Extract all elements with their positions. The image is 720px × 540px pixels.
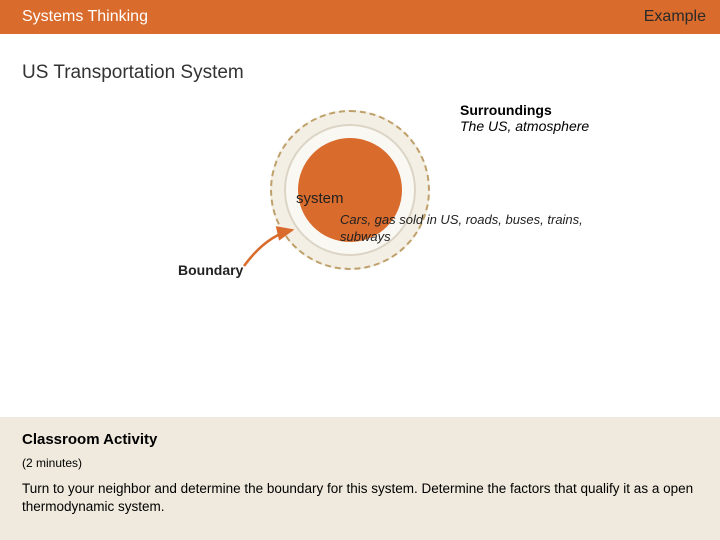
boundary-label: Boundary [178, 262, 243, 278]
slide-subtitle: US Transportation System [0, 34, 720, 84]
classroom-activity-block: Classroom Activity (2 minutes) Turn to y… [0, 417, 720, 540]
activity-title: Classroom Activity [22, 431, 698, 448]
slide-header: Systems Thinking Example [0, 0, 720, 34]
surroundings-title: Surroundings [460, 102, 589, 118]
system-diagram: Surroundings The US, atmosphere system C… [0, 84, 720, 354]
header-left: Systems Thinking [22, 8, 148, 26]
system-label: system [296, 190, 344, 207]
header-right: Example [644, 8, 706, 26]
activity-time: (2 minutes) [22, 456, 698, 470]
system-desc: Cars, gas sold in US, roads, buses, trai… [340, 212, 620, 246]
surroundings-label-group: Surroundings The US, atmosphere [460, 102, 589, 134]
activity-text: Turn to your neighbor and determine the … [22, 480, 698, 516]
surroundings-desc: The US, atmosphere [460, 118, 589, 134]
boundary-arrow-icon [236, 224, 306, 274]
